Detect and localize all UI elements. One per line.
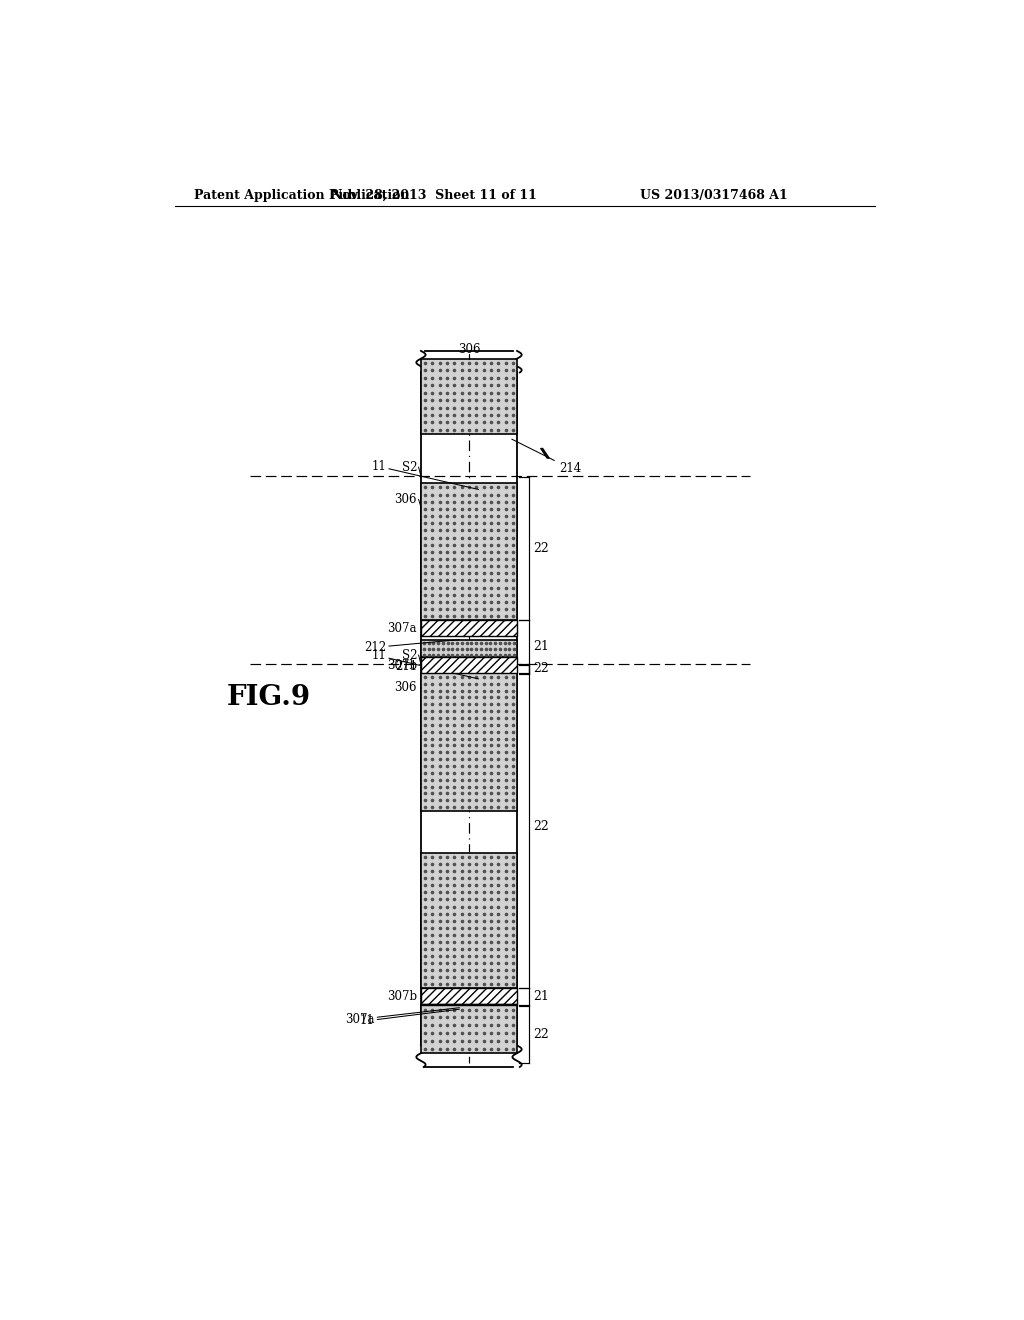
Text: 307b: 307b xyxy=(387,659,417,672)
Text: S2: S2 xyxy=(401,461,417,474)
Text: 22: 22 xyxy=(534,820,549,833)
Text: FIG.9: FIG.9 xyxy=(227,684,311,711)
Text: Patent Application Publication: Patent Application Publication xyxy=(194,189,410,202)
Bar xyxy=(421,1003,517,1006)
Bar xyxy=(421,853,517,989)
Text: 212: 212 xyxy=(364,640,460,653)
Text: US 2013/0317468 A1: US 2013/0317468 A1 xyxy=(640,189,787,202)
Bar xyxy=(421,359,517,434)
Text: 21: 21 xyxy=(534,990,549,1003)
Text: 307b: 307b xyxy=(387,990,417,1003)
Text: 22: 22 xyxy=(534,663,549,675)
Text: 22: 22 xyxy=(534,1028,549,1041)
Text: 214: 214 xyxy=(512,440,582,475)
Text: 306: 306 xyxy=(458,343,480,356)
Bar xyxy=(421,620,517,636)
Text: 22: 22 xyxy=(534,543,549,554)
Text: 11: 11 xyxy=(372,649,478,678)
Bar xyxy=(421,1006,517,1053)
Text: 11: 11 xyxy=(359,1010,460,1027)
Text: 307a: 307a xyxy=(387,622,417,635)
Text: 211: 211 xyxy=(395,660,417,673)
Text: 21: 21 xyxy=(534,640,549,653)
Bar xyxy=(421,673,517,812)
Text: 306: 306 xyxy=(394,681,417,694)
Text: 306: 306 xyxy=(394,492,417,506)
Bar xyxy=(421,483,517,620)
Bar xyxy=(421,640,517,657)
Text: Nov. 28, 2013  Sheet 11 of 11: Nov. 28, 2013 Sheet 11 of 11 xyxy=(331,189,537,202)
Text: 11: 11 xyxy=(372,459,478,490)
Bar xyxy=(421,657,517,673)
Bar xyxy=(421,989,517,1003)
Text: S2: S2 xyxy=(401,648,417,661)
Text: 307a: 307a xyxy=(345,1007,460,1026)
